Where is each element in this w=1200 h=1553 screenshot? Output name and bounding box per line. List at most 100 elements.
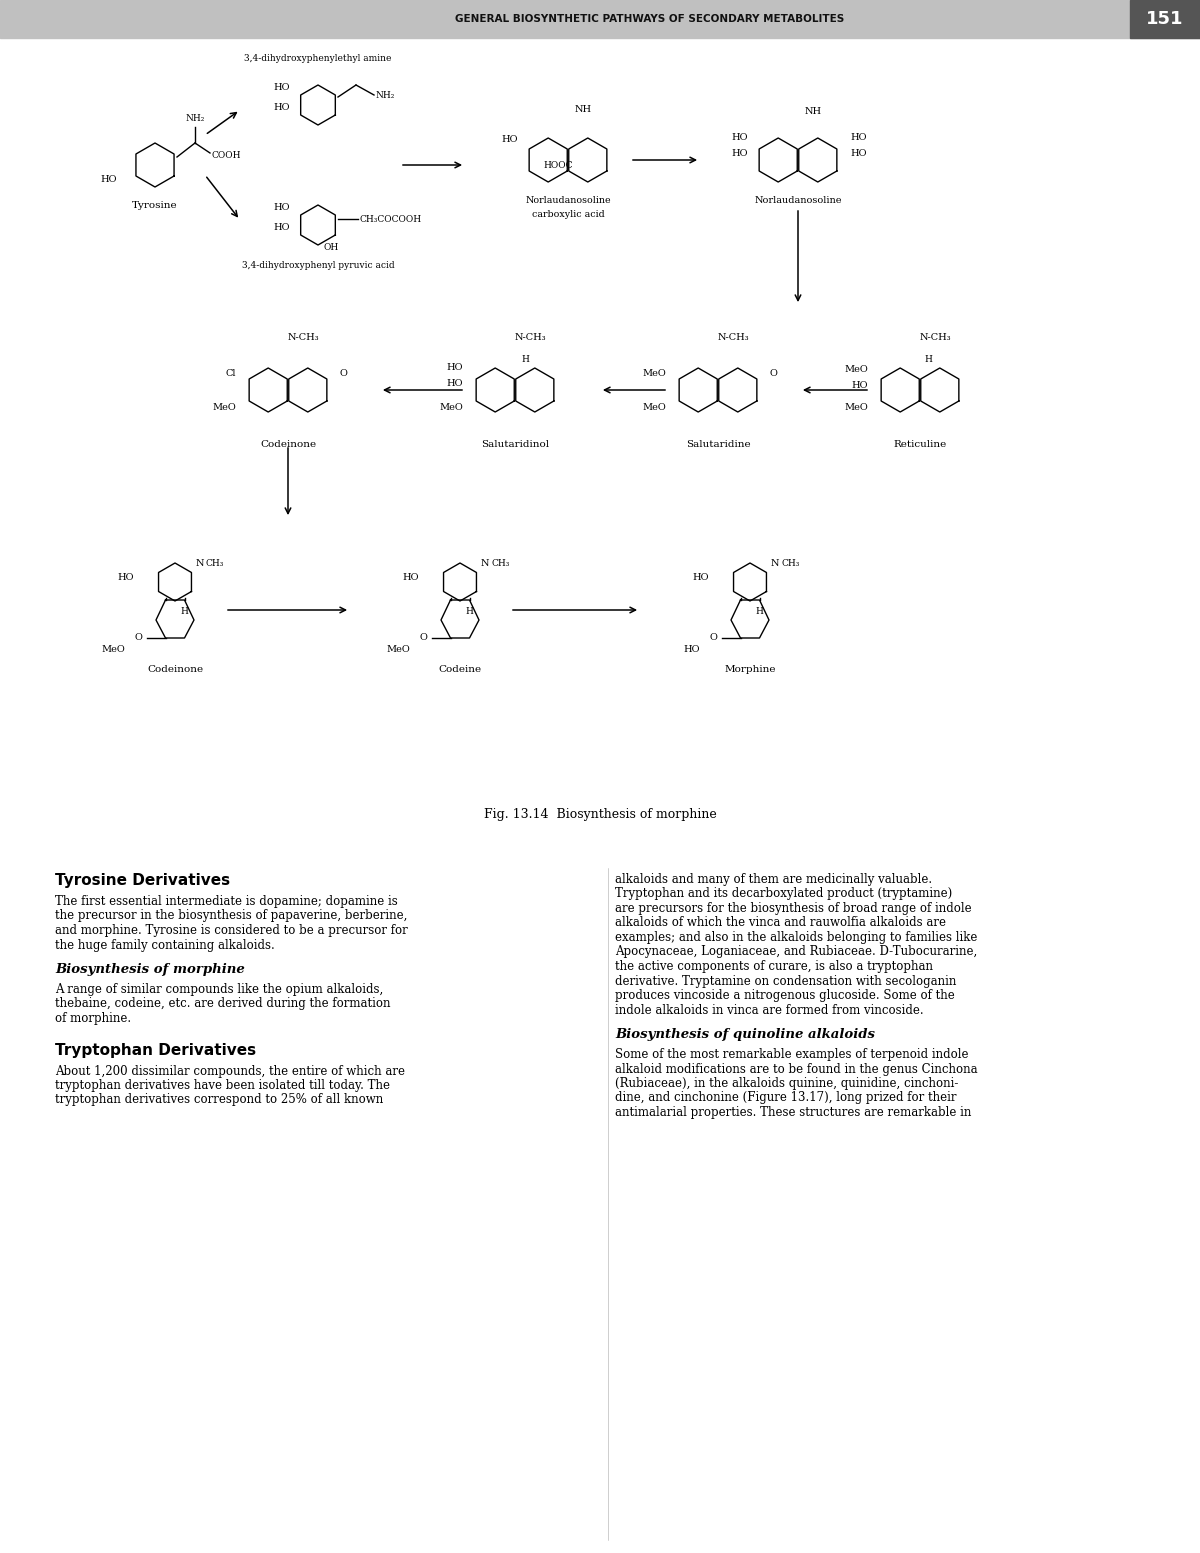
Text: Some of the most remarkable examples of terpenoid indole: Some of the most remarkable examples of … [616,1048,968,1061]
Text: Norlaudanosoline: Norlaudanosoline [526,196,611,205]
Text: HO: HO [692,573,709,582]
Text: CH₃: CH₃ [491,559,509,568]
Text: NH₂: NH₂ [185,113,205,123]
Text: A range of similar compounds like the opium alkaloids,: A range of similar compounds like the op… [55,983,383,995]
Text: HO: HO [850,149,866,158]
Text: About 1,200 dissimilar compounds, the entire of which are: About 1,200 dissimilar compounds, the en… [55,1064,406,1078]
Text: of morphine.: of morphine. [55,1013,131,1025]
Text: HO: HO [732,149,748,158]
Text: derivative. Tryptamine on condensation with secologanin: derivative. Tryptamine on condensation w… [616,974,956,988]
Text: dine, and cinchonine (Figure 13.17), long prized for their: dine, and cinchonine (Figure 13.17), lon… [616,1092,956,1104]
Text: HO: HO [732,134,748,143]
Text: HO: HO [502,135,518,144]
Text: N: N [481,559,490,568]
Text: Fig. 13.14  Biosynthesis of morphine: Fig. 13.14 Biosynthesis of morphine [484,808,716,822]
Text: MeO: MeO [212,404,236,413]
Text: Tyrosine: Tyrosine [132,200,178,210]
Text: Biosynthesis of morphine: Biosynthesis of morphine [55,963,245,975]
Text: Codeinone: Codeinone [260,439,316,449]
Text: HO: HO [684,646,700,654]
Text: CH₃: CH₃ [781,559,799,568]
Text: alkaloids and many of them are medicinally valuable.: alkaloids and many of them are medicinal… [616,873,932,887]
Text: alkaloid modifications are to be found in the genus Cinchona: alkaloid modifications are to be found i… [616,1062,978,1076]
Text: (Rubiaceae), in the alkaloids quinine, quinidine, cinchoni-: (Rubiaceae), in the alkaloids quinine, q… [616,1076,959,1090]
Text: HO: HO [274,202,290,211]
Text: MeO: MeO [386,646,410,654]
Text: N-CH₃: N-CH₃ [718,334,749,343]
Text: HO: HO [118,573,134,582]
Text: O: O [134,634,143,643]
Text: are precursors for the biosynthesis of broad range of indole: are precursors for the biosynthesis of b… [616,902,972,915]
Text: Morphine: Morphine [725,665,775,674]
Text: O: O [709,634,718,643]
Text: HO: HO [446,363,463,373]
Text: the active components of curare, is also a tryptophan: the active components of curare, is also… [616,960,934,974]
Text: HO: HO [274,102,290,112]
Text: CH₃COCOOH: CH₃COCOOH [360,214,422,224]
Text: carboxylic acid: carboxylic acid [532,210,605,219]
Text: O: O [770,370,778,379]
Text: OH: OH [323,242,338,252]
Text: HO: HO [850,134,866,143]
Bar [1130,0,1200,37]
Text: Codeinone: Codeinone [146,665,203,674]
Text: examples; and also in the alkaloids belonging to families like: examples; and also in the alkaloids belo… [616,930,977,944]
Text: N-CH₃: N-CH₃ [919,334,950,343]
Text: MeO: MeO [439,404,463,413]
Text: The ​first essential intermediate is dopamine; dopamine is: The ​first essential intermediate is dop… [55,895,397,909]
Text: indole alkaloids in vinca are formed from vincoside.: indole alkaloids in vinca are formed fro… [616,1003,924,1017]
Text: NH: NH [804,107,822,116]
Text: 3,4-dihydroxyphenyl pyruvic acid: 3,4-dihydroxyphenyl pyruvic acid [241,261,395,270]
Text: HO: HO [446,379,463,388]
Text: HO: HO [274,82,290,92]
Text: HO: HO [274,222,290,231]
Text: alkaloids of which the vinca and rauwolfia alkaloids are: alkaloids of which the vinca and rauwolf… [616,916,946,930]
Text: Apocynaceae, Loganiaceae, and Rubiaceae. D-Tubocurarine,: Apocynaceae, Loganiaceae, and Rubiaceae.… [616,946,977,958]
Text: Norlaudanosoline: Norlaudanosoline [755,196,841,205]
Text: HOOC: HOOC [544,160,572,169]
Text: the huge ​family containing alkaloids.: the huge ​family containing alkaloids. [55,938,275,952]
Text: H: H [466,607,473,617]
Text: COOH: COOH [211,151,240,160]
Text: MeO: MeO [642,370,666,379]
Text: HO: HO [101,174,118,183]
Text: MeO: MeO [845,365,868,374]
Text: N: N [772,559,780,568]
Text: NH: NH [575,106,592,115]
Text: Salutaridinol: Salutaridinol [481,439,550,449]
Text: N: N [196,559,204,568]
Text: Salutaridine: Salutaridine [685,439,750,449]
Text: HO: HO [852,382,868,390]
Text: produces vincoside a nitrogenous glucoside. Some of the: produces vincoside a nitrogenous glucosi… [616,989,955,1002]
Text: MeO: MeO [845,404,868,413]
Text: H: H [180,607,188,617]
Bar [0,0,1200,37]
Text: tryptophan derivatives have been isolated till today. The: tryptophan derivatives have been isolate… [55,1079,390,1092]
Text: H: H [924,356,932,365]
Text: GENERAL BIOSYNTHETIC PATHWAYS OF SECONDARY METABOLITES: GENERAL BIOSYNTHETIC PATHWAYS OF SECONDA… [455,14,845,23]
Text: Cl: Cl [226,370,236,379]
Text: MeO: MeO [101,646,125,654]
Text: NH₂: NH₂ [376,90,395,99]
Text: O: O [420,634,427,643]
Text: Tryptophan and its decarboxylated product (tryptamine): Tryptophan and its decarboxylated produc… [616,887,953,901]
Text: HO: HO [402,573,419,582]
Text: H: H [521,356,529,365]
Text: N-CH₃: N-CH₃ [287,334,319,343]
Text: 3,4-dihydroxyphenylethyl amine: 3,4-dihydroxyphenylethyl amine [245,54,391,64]
Text: 151: 151 [1146,9,1183,28]
Text: tryptophan derivatives correspond to 25% of ​all known: tryptophan derivatives correspond to 25%… [55,1093,383,1106]
Text: N-CH₃: N-CH₃ [514,334,546,343]
Text: antimalarial properties. These structures are remarkable in: antimalarial properties. These structure… [616,1106,971,1120]
Text: O: O [340,370,348,379]
Text: and morphine. Tyrosine is considered to be a precursor for: and morphine. Tyrosine is considered to … [55,924,408,936]
Text: Codeine: Codeine [438,665,481,674]
Text: Biosynthesis of quinoline alkaloids: Biosynthesis of quinoline alkaloids [616,1028,875,1041]
Text: the precursor ​in the biosynthesis of papaverine, berberine,: the precursor ​in the biosynthesis of pa… [55,910,407,922]
Text: MeO: MeO [642,404,666,413]
Text: H: H [755,607,763,617]
Text: CH₃: CH₃ [206,559,224,568]
Text: thebaine, codeine, etc. are derived during the formation: thebaine, codeine, etc. are derived duri… [55,997,390,1011]
Text: Tryptophan Derivatives: Tryptophan Derivatives [55,1042,256,1058]
Text: Tyrosine Derivatives: Tyrosine Derivatives [55,873,230,888]
